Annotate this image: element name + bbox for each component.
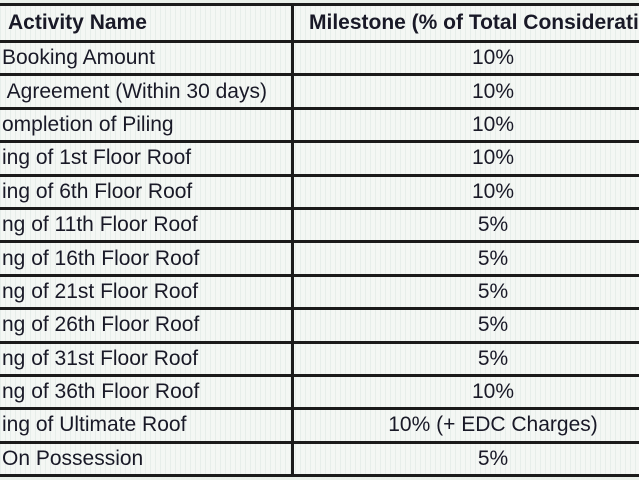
table-row: ng of 11th Floor Roof 5% — [0, 209, 639, 244]
table-row: ng of 16th Floor Roof 5% — [0, 243, 639, 277]
activity-cell: ng of 21st Floor Roof — [0, 276, 294, 308]
table-row: ng of 36th Floor Roof 10% — [0, 376, 639, 411]
activity-cell: ng of 36th Floor Roof — [0, 376, 294, 408]
milestone-payment-table: Activity Name Milestone (% of Total Cons… — [0, 3, 639, 478]
table-row: On Possession 5% — [0, 443, 639, 475]
table-row: ng of 26th Floor Roof 5% — [0, 310, 639, 344]
activity-cell: ing of 6th Floor Roof — [0, 176, 294, 207]
milestone-cell: 10% — [471, 112, 515, 136]
table-row: ing of Ultimate Roof 10% (+ EDC Charges) — [0, 410, 639, 444]
activity-cell: ompletion of Piling — [0, 109, 294, 141]
activity-name-column-header: Activity Name — [0, 6, 294, 40]
table-row: ing of 1st Floor Roof 10% — [0, 143, 639, 177]
activity-cell: ng of 26th Floor Roof — [0, 310, 294, 341]
activity-cell: Booking Amount — [0, 43, 294, 74]
activity-cell: ng of 31st Floor Roof — [0, 343, 294, 374]
milestone-cell: 5% — [477, 246, 509, 270]
milestone-cell: 5% — [477, 213, 509, 237]
milestone-cell: 5% — [477, 346, 509, 370]
table-row: ing of 6th Floor Roof 10% — [0, 176, 639, 210]
milestone-cell: 5% — [477, 313, 509, 337]
table-header-row: Activity Name Milestone (% of Total Cons… — [0, 6, 639, 43]
activity-cell: On Possession — [0, 443, 294, 475]
table-row: ng of 31st Floor Roof 5% — [0, 343, 639, 377]
table-row: Agreement (Within 30 days) 10% — [0, 76, 639, 110]
milestone-cell: 10% — [471, 146, 515, 170]
milestone-cell: 10% — [471, 380, 515, 404]
milestone-cell: 10% — [471, 79, 515, 103]
activity-cell: ng of 16th Floor Roof — [0, 243, 294, 274]
activity-cell: ing of 1st Floor Roof — [0, 143, 294, 174]
milestone-cell: 10% — [471, 179, 515, 203]
activity-cell: Agreement (Within 30 days) — [0, 76, 294, 107]
milestone-cell: 10% (+ EDC Charges) — [388, 413, 598, 437]
milestone-cell: 10% — [471, 46, 515, 70]
milestone-column-header: Milestone (% of Total Considerati — [309, 11, 639, 34]
milestone-cell: 5% — [477, 446, 509, 470]
table-row: ompletion of Piling 10% — [0, 109, 639, 144]
milestone-cell: 5% — [477, 279, 509, 303]
table-row: ng of 21st Floor Roof 5% — [0, 276, 639, 311]
activity-cell: ng of 11th Floor Roof — [0, 209, 294, 241]
activity-cell: ing of Ultimate Roof — [0, 410, 294, 441]
table-row: Booking Amount 10% — [0, 43, 639, 77]
